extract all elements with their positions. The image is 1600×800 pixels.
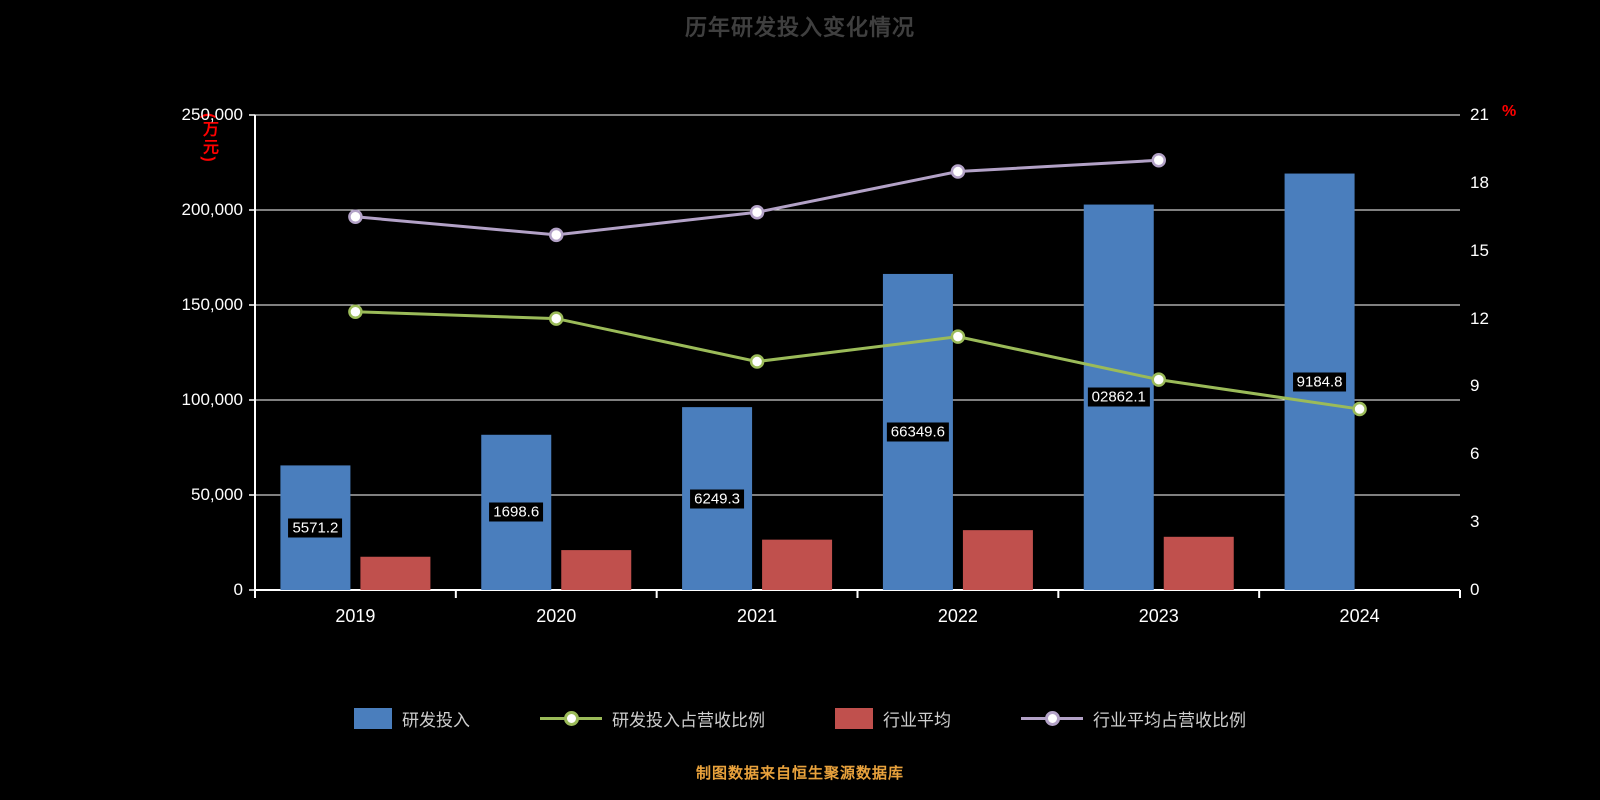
legend-dot-icon <box>1045 710 1060 726</box>
chart-title: 历年研发投入变化情况 <box>684 15 915 40</box>
right-axis-tick-label: 12 <box>1470 308 1489 328</box>
line-marker <box>549 227 564 243</box>
left-axis-tick-label: 100,000 <box>181 390 243 409</box>
left-axis-tick-label: 0 <box>233 580 243 599</box>
data-source-note: 制图数据来自恒生聚源数据库 <box>695 765 904 782</box>
x-axis-label: 2019 <box>335 606 376 626</box>
legend-item-industry-revenue-ratio[interactable]: 行业平均占营收比例 <box>1021 706 1246 731</box>
legend-label-industry-average: 行业平均 <box>883 710 951 730</box>
right-axis-tick-label: 6 <box>1470 444 1480 464</box>
bar-value-label: 66349.6 <box>886 422 950 442</box>
x-axis-label: 2022 <box>937 606 978 626</box>
left-axis-unit-label: (万元) <box>200 113 217 164</box>
legend-marker-rd-revenue-ratio <box>540 708 602 729</box>
line-marker <box>950 164 966 179</box>
bar-industry-average-2022 <box>962 530 1033 590</box>
legend-dot-icon <box>564 710 579 726</box>
bar-industry-average-2021 <box>762 539 833 590</box>
x-axis-label: 2024 <box>1339 606 1380 626</box>
legend-marker-industry-revenue-ratio <box>1021 708 1083 729</box>
x-axis-label: 2021 <box>737 606 778 626</box>
legend-item-industry-average[interactable]: 行业平均 <box>835 706 951 731</box>
right-axis-tick-label: 9 <box>1470 376 1480 396</box>
left-axis-tick-label: 250,000 <box>181 105 243 124</box>
line-series-3 <box>355 158 1159 237</box>
line-marker <box>549 311 564 326</box>
legend-label-industry-revenue-ratio: 行业平均占营收比例 <box>1093 710 1246 730</box>
bar-industry-average-2023 <box>1163 536 1234 590</box>
line-marker <box>749 205 765 220</box>
legend-label-rd-revenue-ratio: 研发投入占营收比例 <box>612 710 765 730</box>
bar-value-label: 02862.1 <box>1087 387 1150 407</box>
line-marker <box>348 304 363 320</box>
left-axis-tick-label: 50,000 <box>191 485 243 504</box>
line-marker <box>1151 152 1166 168</box>
bar-value-label: 5571.2 <box>288 518 343 538</box>
legend: 研发投入 研发投入占营收比例 行业平均 行业平均占营收比例 <box>0 704 1600 732</box>
legend-item-rd-investment[interactable]: 研发投入 <box>354 706 470 731</box>
line-series-2 <box>355 310 1360 411</box>
bar-value-label: 6249.3 <box>690 489 745 509</box>
bar-industry-average-2020 <box>561 550 632 590</box>
line-marker <box>1352 401 1367 417</box>
line-marker <box>348 209 363 225</box>
legend-swatch-industry-average <box>835 707 873 729</box>
right-axis-tick-label: 18 <box>1470 172 1489 192</box>
x-axis-label: 2020 <box>536 606 577 626</box>
bar-value-label: 1698.6 <box>489 502 544 522</box>
bar-industry-average-2019 <box>360 556 431 590</box>
right-axis-tick-label: 3 <box>1470 512 1480 532</box>
right-axis-tick-label: 21 <box>1470 105 1489 124</box>
right-axis-tick-label: 0 <box>1470 580 1480 599</box>
line-marker <box>749 354 765 369</box>
left-axis-tick-label: 200,000 <box>181 200 243 219</box>
line-marker <box>1151 372 1166 387</box>
legend-label-rd-investment: 研发投入 <box>402 710 470 730</box>
left-axis-tick-label: 150,000 <box>181 295 243 314</box>
right-axis-unit-label: % <box>1502 103 1517 120</box>
x-axis-label: 2023 <box>1138 606 1179 626</box>
right-axis-tick-label: 15 <box>1470 240 1489 260</box>
legend-item-rd-revenue-ratio[interactable]: 研发投入占营收比例 <box>540 706 765 731</box>
bar-value-label: 9184.8 <box>1292 372 1347 392</box>
line-marker <box>950 329 966 344</box>
legend-swatch-rd-investment <box>354 707 392 729</box>
